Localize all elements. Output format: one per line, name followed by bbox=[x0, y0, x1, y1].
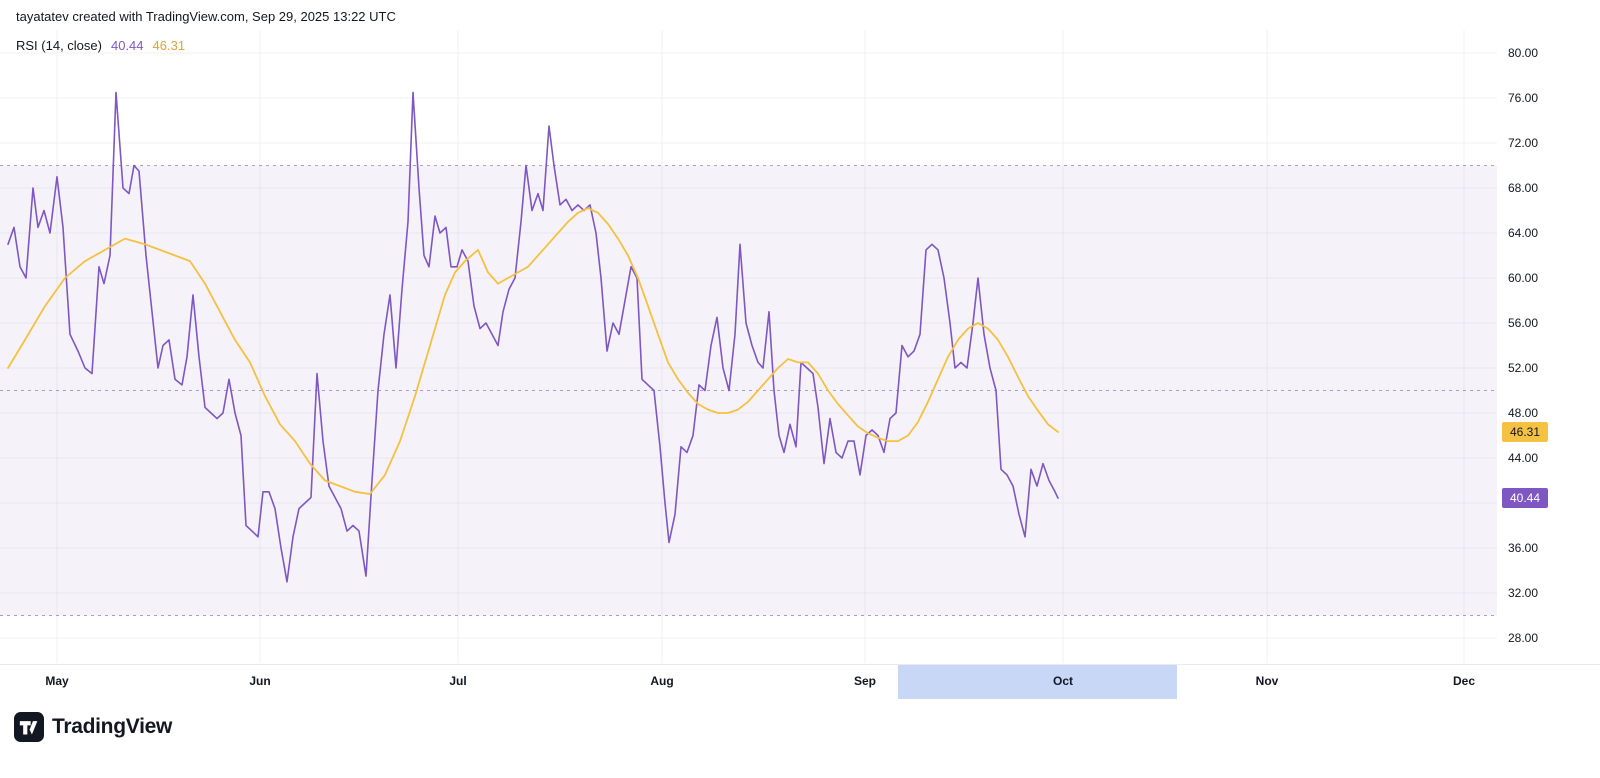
price-tick-label: 28.00 bbox=[1508, 631, 1539, 645]
time-tick-aug: Aug bbox=[650, 674, 674, 688]
rsi-ma-line bbox=[7, 207, 1059, 495]
rsi-line bbox=[7, 91, 1059, 583]
legend-ma-value: 46.31 bbox=[152, 38, 186, 53]
brand-name: TradingView bbox=[52, 715, 173, 738]
time-axis[interactable]: May Jun Jul Aug Sep Oct Nov Dec bbox=[0, 665, 1500, 699]
price-tick-label: 32.00 bbox=[1508, 586, 1539, 600]
price-tick-label: 44.00 bbox=[1508, 451, 1539, 465]
time-tick-jun: Jun bbox=[249, 674, 271, 688]
price-tick-label: 36.00 bbox=[1508, 541, 1539, 555]
tradingview-logo[interactable]: TradingView bbox=[14, 712, 172, 742]
time-tick-dec: Dec bbox=[1452, 674, 1475, 688]
footer-brand: TradingView bbox=[14, 712, 172, 742]
price-value-badge: 46.31 bbox=[1502, 422, 1548, 442]
price-tick-label: 72.00 bbox=[1508, 136, 1539, 150]
price-tick-label: 76.00 bbox=[1508, 91, 1539, 105]
price-value-badge: 40.44 bbox=[1502, 488, 1548, 509]
time-tick-sep: Sep bbox=[853, 674, 876, 688]
time-tick-nov: Nov bbox=[1255, 674, 1279, 688]
time-tick-oct: Oct bbox=[1052, 674, 1073, 688]
indicator-legend: RSI (14, close) 40.44 46.31 bbox=[16, 38, 185, 53]
time-range-highlight bbox=[898, 665, 1177, 699]
price-tick-label: 60.00 bbox=[1508, 271, 1539, 285]
price-tick-label: 48.00 bbox=[1508, 406, 1539, 420]
attribution-bar: tayatatev created with TradingView.com, … bbox=[16, 9, 396, 24]
price-tick-label: 64.00 bbox=[1508, 226, 1539, 240]
attribution-text: tayatatev created with TradingView.com, … bbox=[16, 9, 396, 24]
tradingview-logo-icon bbox=[14, 712, 44, 742]
time-tick-jul: Jul bbox=[449, 674, 467, 688]
indicator-name: RSI (14, close) bbox=[16, 38, 102, 53]
time-tick-may: May bbox=[45, 674, 69, 688]
price-tick-label: 52.00 bbox=[1508, 361, 1539, 375]
price-axis[interactable]: 80.00 76.00 72.00 68.00 64.00 60.00 56.00 52.00… bbox=[1500, 0, 1600, 700]
price-tick-label: 80.00 bbox=[1508, 46, 1539, 60]
legend-rsi-value: 40.44 bbox=[110, 38, 144, 53]
price-tick-label: 56.00 bbox=[1508, 316, 1539, 330]
price-tick-label: 68.00 bbox=[1508, 181, 1539, 195]
